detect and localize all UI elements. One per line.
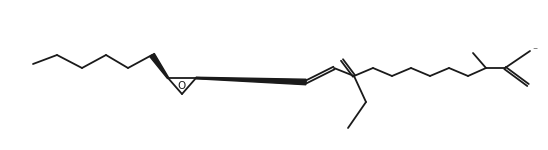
Polygon shape: [196, 78, 306, 82]
Polygon shape: [196, 77, 306, 85]
Text: O: O: [178, 81, 186, 91]
Text: ⁻: ⁻: [532, 46, 537, 56]
Polygon shape: [150, 53, 169, 78]
